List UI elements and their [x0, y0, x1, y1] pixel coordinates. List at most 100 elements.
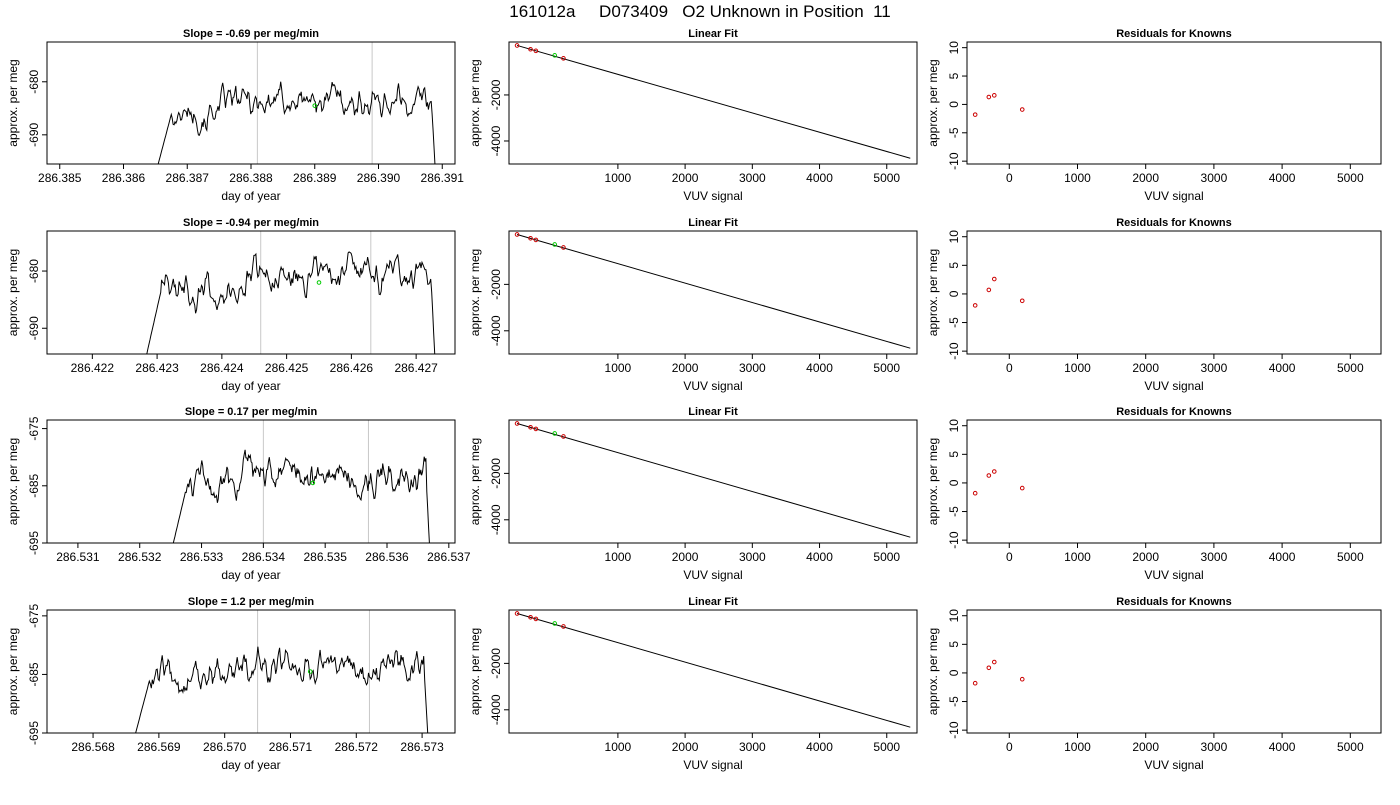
x-axis-label: VUV signal [683, 568, 742, 582]
x-tick-label: 1000 [605, 550, 632, 564]
y-tick-label: -680 [27, 69, 41, 93]
x-tick-label: 5000 [1337, 361, 1364, 375]
y-axis-label: approx. per meg [926, 59, 940, 146]
panel-title: Linear Fit [688, 406, 738, 418]
x-axis-label: VUV signal [1144, 758, 1203, 772]
y-tick-label: -5 [947, 696, 961, 707]
x-tick-label: 286.534 [242, 550, 286, 564]
x-axis-label: day of year [221, 189, 280, 203]
x-tick-label: 4000 [806, 740, 833, 754]
x-tick-label: 0 [1006, 550, 1013, 564]
x-tick-label: 286.388 [229, 171, 273, 185]
plot-frame [508, 41, 918, 165]
y-tick-label: -680 [27, 259, 41, 283]
x-tick-label: 5000 [873, 361, 900, 375]
panel-title: Linear Fit [688, 596, 738, 608]
y-tick-label: 5 [947, 72, 961, 79]
x-tick-label: 3000 [1201, 740, 1228, 754]
y-axis-label: approx. per meg [6, 628, 20, 715]
unknown-point [552, 53, 558, 58]
x-tick-label: 286.533 [180, 550, 224, 564]
x-tick-label: 3000 [739, 171, 766, 185]
y-tick-label: 10 [947, 230, 961, 244]
panel-title: Slope = 1.2 per meg/min [188, 596, 315, 608]
signal-trace [135, 646, 429, 733]
known-point [561, 434, 566, 439]
linear-fit-panel-4: 1000 2000 3000 4000 5000 -2000 -4000 Linear Fit… [468, 596, 918, 772]
y-axis-label: approx. per meg [6, 249, 20, 336]
residual-point [972, 303, 978, 308]
fit-line [516, 613, 911, 728]
x-tick-label: 286.570 [203, 740, 247, 754]
residual-point [991, 276, 997, 282]
time-series-panel-1: 286.385 286.386 286.387 286.388 286.389 286.3… [6, 28, 464, 203]
signal-trace [146, 251, 436, 354]
residual-point [986, 473, 992, 478]
x-tick-label: 286.426 [330, 361, 374, 375]
x-tick-label: 4000 [1269, 171, 1296, 185]
known-point [533, 426, 539, 432]
known-point [514, 611, 520, 616]
y-tick-label: -2000 [489, 269, 503, 300]
residual-point [972, 680, 978, 686]
y-tick-label: -4000 [489, 125, 503, 156]
x-tick-label: 1000 [1064, 171, 1091, 185]
y-axis-label: approx. per meg [468, 249, 482, 336]
y-tick-label: -4000 [489, 504, 503, 535]
known-point [514, 232, 520, 237]
x-tick-label: 2000 [1132, 740, 1159, 754]
linear-fit-panel-2: 1000 2000 3000 4000 5000 -2000 -4000 Linear Fit… [468, 217, 918, 393]
plot-frame [46, 609, 456, 734]
y-axis-label: approx. per meg [6, 59, 20, 146]
y-axis-label: approx. per meg [468, 438, 482, 525]
x-tick-label: 4000 [806, 171, 833, 185]
x-tick-label: 1000 [1064, 361, 1091, 375]
x-tick-label: 3000 [1201, 171, 1228, 185]
y-tick-label: 0 [947, 290, 961, 297]
x-tick-label: 5000 [1337, 171, 1364, 185]
x-tick-label: 5000 [1337, 740, 1364, 754]
plot-frame [966, 230, 1382, 355]
residual-point [991, 469, 997, 474]
plot-frame [508, 419, 918, 544]
x-axis-label: VUV signal [683, 189, 742, 203]
known-point [533, 237, 539, 243]
residual-point [1019, 485, 1025, 491]
linear-fit-panel-1: 1000 2000 3000 4000 5000 -2000 -4000 Linear Fit… [468, 28, 918, 203]
residuals-panel-2: 0 1000 2000 3000 4000 5000 10 5 0 -5 -10 Residuals … [926, 217, 1382, 393]
x-tick-label: 4000 [1269, 550, 1296, 564]
y-tick-label: 5 [947, 262, 961, 269]
residual-point [986, 665, 992, 671]
y-tick-label: 5 [947, 641, 961, 648]
x-tick-label: 286.537 [427, 550, 471, 564]
y-tick-label: -10 [947, 721, 961, 739]
plot-frame [966, 41, 1382, 165]
x-tick-label: 1000 [605, 740, 632, 754]
y-tick-label: -4000 [489, 694, 503, 725]
y-tick-label: -5 [947, 506, 961, 517]
plot-frame [966, 419, 1382, 544]
x-tick-label: 5000 [873, 740, 900, 754]
unknown-mean-point [316, 280, 322, 285]
fit-line [516, 423, 911, 538]
y-tick-label: -695 [27, 531, 41, 555]
unknown-point [552, 242, 558, 247]
residual-point [1019, 298, 1025, 304]
known-point [528, 615, 533, 620]
y-tick-label: -4000 [489, 315, 503, 346]
y-axis-label: approx. per meg [6, 438, 20, 525]
y-tick-label: 5 [947, 451, 961, 458]
y-tick-label: 10 [947, 419, 961, 433]
residual-point [986, 94, 992, 100]
x-tick-label: 286.536 [365, 550, 409, 564]
known-point [561, 624, 566, 629]
x-tick-label: 286.386 [102, 171, 146, 185]
x-axis-label: day of year [221, 758, 280, 772]
panel-title: Linear Fit [688, 217, 738, 229]
y-tick-label: -685 [27, 473, 41, 497]
y-tick-label: -5 [947, 127, 961, 138]
unknown-mean-point [312, 103, 318, 108]
known-point [528, 425, 533, 430]
